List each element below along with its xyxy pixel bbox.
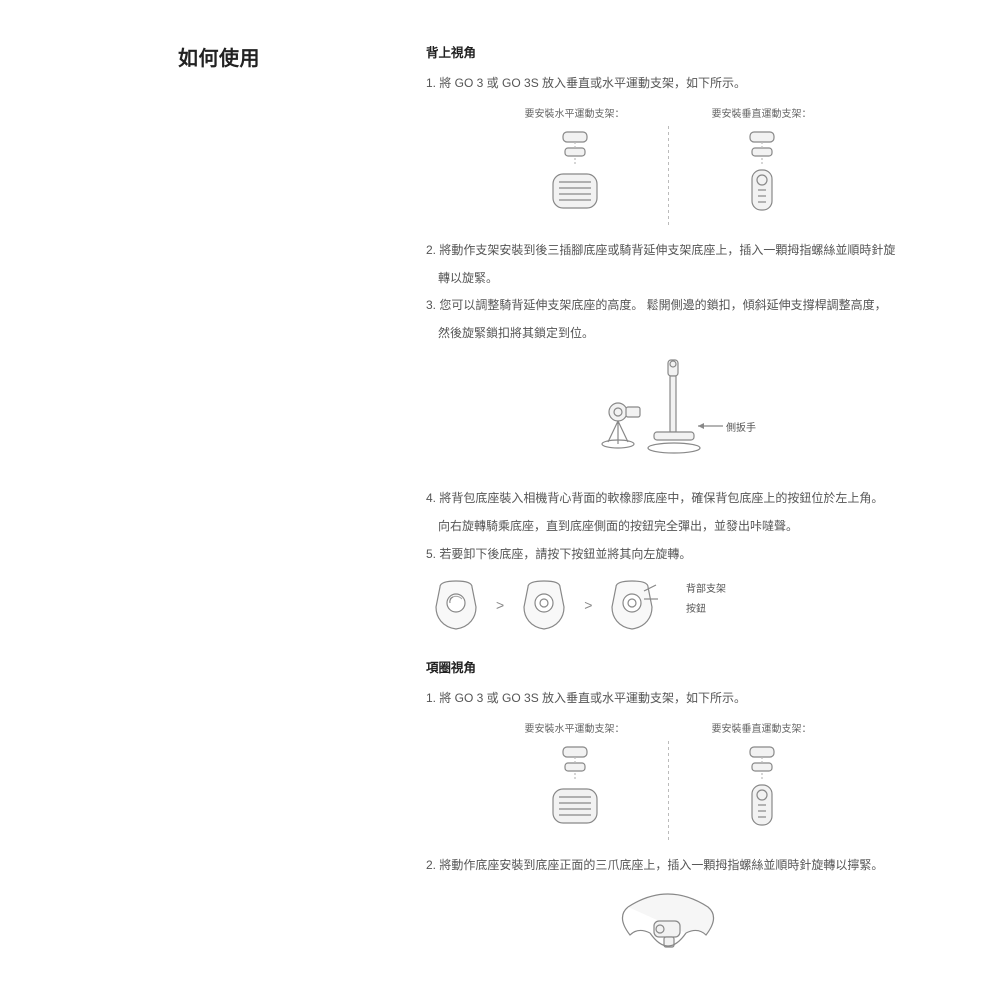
horizontal-mount-icon [545, 130, 605, 216]
section2-step2: 2. 將動作底座安裝到底座正面的三爪底座上，插入一顆拇指螺絲並順時針旋轉以擰緊。 [426, 855, 910, 877]
section1-step1: 1. 將 GO 3 或 GO 3S 放入垂直或水平運動支架，如下所示。 [426, 73, 910, 95]
section1-step5: 5. 若要卸下後底座，請按下按鈕並將其向左旋轉。 [426, 544, 910, 566]
fig3-label2: 按鈕 [686, 601, 726, 619]
section1-step3: 3. 您可以調整騎背延伸支架底座的高度。 鬆開側邊的鎖扣，傾斜延伸支撐桿調整高度… [426, 295, 910, 317]
section1-figure1: 要安裝水平運動支架： [426, 106, 910, 226]
vest-step3-icon [602, 575, 662, 635]
section2-figure2 [426, 887, 910, 973]
section1-figure3: > > [426, 575, 910, 635]
section2-step1: 1. 將 GO 3 或 GO 3S 放入垂直或水平運動支架，如下所示。 [426, 688, 910, 710]
section1-step4b: 向右旋轉騎乘底座，直到底座側面的按鈕完全彈出，並發出咔噠聲。 [426, 516, 910, 538]
page-title: 如何使用 [178, 42, 426, 71]
vertical-mount-icon [732, 130, 792, 216]
section1-step3b: 然後旋緊鎖扣將其鎖定到位。 [426, 323, 910, 345]
section2-figure1: 要安裝水平運動支架： [426, 721, 910, 841]
vest-step1-icon [426, 575, 486, 635]
horizontal-mount-icon [545, 745, 605, 831]
section1-figure2: 側扳手 [426, 354, 910, 474]
section-back-view: 背上視角 1. 將 GO 3 或 GO 3S 放入垂直或水平運動支架，如下所示。… [426, 42, 910, 635]
extension-mount-icon [558, 354, 778, 474]
vest-step2-icon [514, 575, 574, 635]
section1-step2b: 轉以旋緊。 [426, 268, 910, 290]
chevron-right-icon: > [584, 593, 592, 618]
fig2-label: 側扳手 [726, 420, 756, 438]
figure-divider [668, 126, 669, 226]
fig1-left-caption: 要安裝水平運動支架： [525, 106, 625, 124]
section1-heading: 背上視角 [426, 42, 910, 65]
figure-divider [668, 741, 669, 841]
section2-heading: 項圈視角 [426, 657, 910, 680]
section-collar-view: 項圈視角 1. 將 GO 3 或 GO 3S 放入垂直或水平運動支架，如下所示。… [426, 657, 910, 973]
collar-mount-icon [608, 887, 728, 973]
fig21-left-caption: 要安裝水平運動支架： [525, 721, 625, 739]
chevron-right-icon: > [496, 593, 504, 618]
fig1-right-caption: 要安裝垂直運動支架： [712, 106, 812, 124]
vertical-mount-icon [732, 745, 792, 831]
section1-step4: 4. 將背包底座裝入相機背心背面的軟橡膠底座中，確保背包底座上的按鈕位於左上角。 [426, 488, 910, 510]
fig3-label1: 背部支架 [686, 581, 726, 599]
fig21-right-caption: 要安裝垂直運動支架： [712, 721, 812, 739]
section1-step2: 2. 將動作支架安裝到後三插腳底座或騎背延伸支架底座上，插入一顆拇指螺絲並順時針… [426, 240, 910, 262]
